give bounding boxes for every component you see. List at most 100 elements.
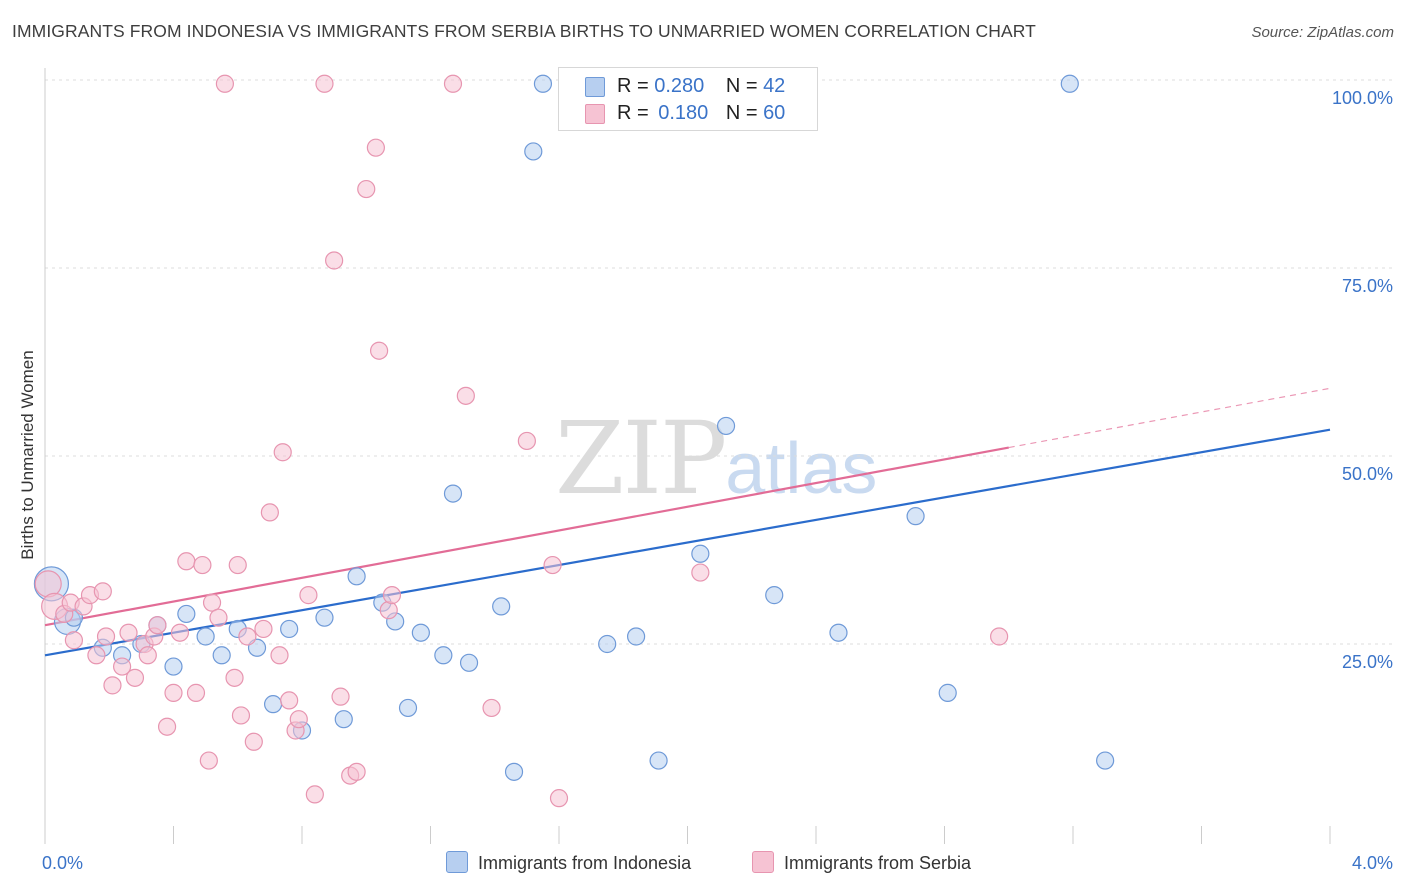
legend-r-serbia: 0.180 [658, 102, 709, 124]
point-indonesia [691, 544, 710, 563]
point-indonesia [649, 751, 668, 770]
data-points [33, 74, 1115, 808]
point-serbia [215, 74, 234, 93]
point-indonesia [598, 634, 617, 654]
point-indonesia [196, 627, 215, 646]
point-indonesia [906, 507, 925, 526]
point-indonesia [263, 695, 283, 714]
point-indonesia [164, 657, 183, 676]
y-tick-label: 50.0% [1342, 464, 1393, 484]
point-indonesia [347, 567, 366, 586]
point-serbia [34, 570, 62, 598]
point-serbia [270, 646, 289, 665]
y-tick-label: 25.0% [1342, 652, 1393, 672]
point-serbia [125, 668, 145, 687]
point-indonesia [533, 74, 553, 93]
point-indonesia [280, 619, 299, 639]
legend-r-label: R = [617, 75, 649, 97]
point-indonesia [1096, 751, 1115, 770]
point-serbia [112, 657, 132, 676]
point-serbia [299, 586, 318, 605]
x-tick-label-min: 0.0% [42, 853, 83, 873]
point-indonesia [716, 416, 736, 436]
point-serbia [186, 683, 206, 702]
point-serbia [199, 751, 218, 770]
point-serbia [549, 789, 569, 808]
point-serbia [148, 616, 167, 635]
legend-n-label: N = [725, 75, 758, 97]
point-serbia [456, 386, 475, 405]
point-serbia [691, 563, 710, 582]
trend-line-serbia [44, 446, 1009, 627]
legend-swatch-indonesia [585, 77, 605, 97]
tick-labels: 25.0% 50.0% 75.0% 100.0% 0.0% 4.0% [42, 88, 1393, 873]
point-serbia [482, 698, 501, 718]
bottom-legend-label-serbia: Immigrants from Serbia [784, 853, 972, 873]
point-indonesia [626, 627, 646, 646]
point-indonesia [334, 710, 353, 729]
point-indonesia [212, 646, 231, 665]
point-serbia [164, 683, 183, 702]
point-serbia [209, 608, 228, 627]
point-serbia [366, 138, 385, 157]
point-serbia [231, 706, 251, 725]
point-indonesia [1060, 74, 1079, 93]
point-serbia [331, 687, 350, 706]
point-serbia [289, 710, 308, 729]
point-serbia [103, 676, 122, 695]
point-serbia [93, 582, 112, 601]
bottom-legend-indonesia: Immigrants from Indonesia [446, 851, 691, 874]
point-serbia [379, 601, 398, 620]
point-serbia [96, 627, 116, 646]
point-serbia [87, 646, 106, 665]
point-indonesia [524, 142, 543, 161]
point-serbia [517, 431, 536, 451]
point-indonesia [765, 586, 784, 605]
point-indonesia [315, 608, 334, 627]
watermark-zip: ZIP [555, 400, 727, 517]
point-indonesia [434, 646, 453, 665]
point-serbia [254, 619, 273, 639]
trend-line-indonesia [44, 428, 1331, 657]
legend-n-label: N = [725, 102, 758, 124]
legend-r-label: R = [617, 102, 649, 124]
point-indonesia [492, 597, 511, 616]
point-serbia [305, 785, 324, 804]
point-indonesia [829, 623, 848, 642]
watermark: ZIPatlas [555, 400, 877, 517]
point-serbia [238, 627, 257, 646]
bottom-legend-serbia: Immigrants from Serbia [752, 851, 971, 874]
point-serbia [64, 631, 84, 650]
y-axis-title: Births to Unmarried Women [18, 350, 37, 560]
point-indonesia [411, 623, 430, 642]
legend-r-indonesia: 0.280 [654, 75, 705, 97]
point-serbia [325, 251, 344, 270]
point-indonesia [443, 484, 463, 503]
point-serbia [138, 646, 157, 665]
point-serbia [315, 74, 334, 93]
point-serbia [990, 627, 1009, 646]
point-serbia [177, 552, 196, 571]
point-serbia [382, 586, 402, 605]
point-serbia [357, 179, 376, 199]
point-serbia [228, 555, 247, 575]
bottom-legend-label-indonesia: Immigrants from Indonesia [478, 853, 692, 873]
point-serbia [347, 762, 366, 781]
trend-lines [44, 387, 1331, 657]
legend-n-indonesia: 42 [763, 75, 786, 97]
y-tick-label: 75.0% [1342, 276, 1393, 296]
point-serbia [225, 668, 244, 687]
point-indonesia [504, 762, 524, 781]
point-serbia [202, 593, 222, 612]
source-credit: Source: ZipAtlas.com [1251, 24, 1394, 41]
point-serbia [370, 341, 389, 360]
legend-n-serbia: 60 [763, 102, 786, 124]
x-tick-label-max: 4.0% [1352, 853, 1393, 873]
point-serbia [157, 717, 177, 736]
point-indonesia [177, 604, 196, 624]
point-serbia [119, 623, 138, 642]
chart-title: IMMIGRANTS FROM INDONESIA VS IMMIGRANTS … [12, 21, 1036, 41]
point-indonesia [459, 653, 479, 672]
point-serbia [543, 555, 562, 575]
